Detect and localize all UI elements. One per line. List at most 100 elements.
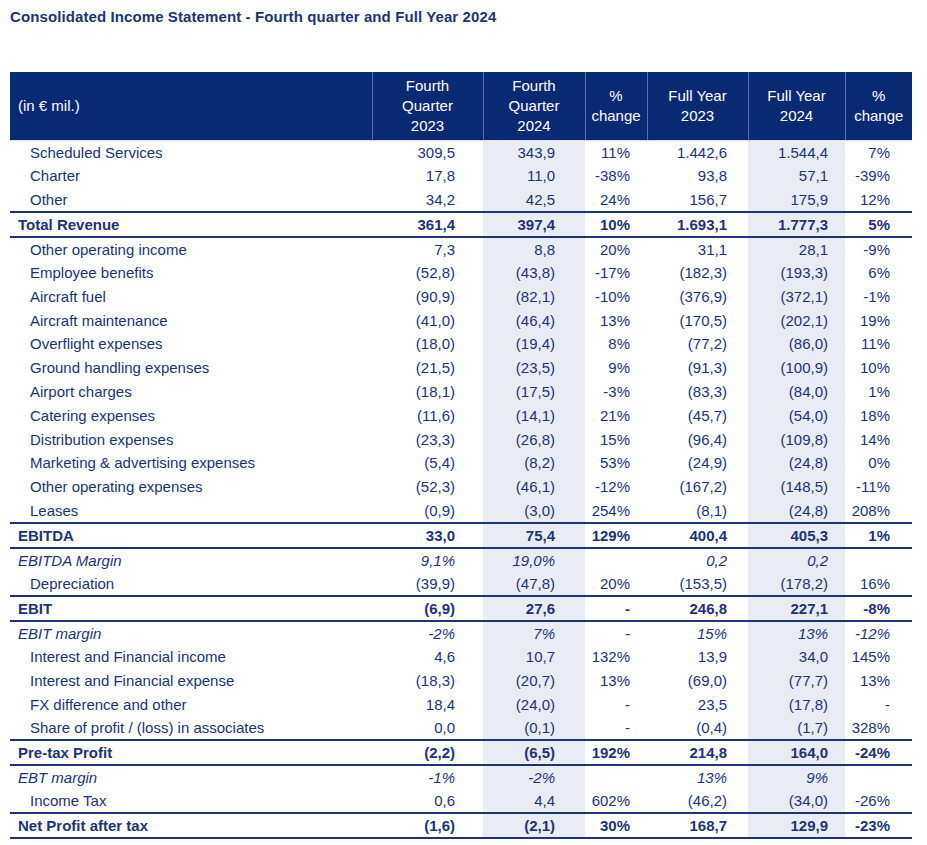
cell-value: 8,8 (483, 237, 585, 261)
table-row: EBT margin-1%-2%13%9% (10, 765, 912, 789)
table-row: Overflight expenses(18,0)(19,4)8%(77,2)(… (10, 332, 912, 356)
cell-value: (84,0) (748, 380, 845, 404)
cell-value: (8,2) (483, 451, 585, 475)
cell-value: (1,7) (748, 716, 845, 740)
cell-value: - (585, 716, 647, 740)
unit-label: (in € mil.) (10, 72, 372, 140)
page-title: Consolidated Income Statement - Fourth q… (10, 8, 496, 25)
cell-value: - (585, 596, 647, 621)
cell-value: 13% (585, 308, 647, 332)
cell-value: (52,3) (372, 475, 483, 499)
cell-value: 7,3 (372, 237, 483, 261)
cell-value: (23,3) (372, 427, 483, 451)
cell-value (845, 765, 912, 789)
cell-value: (46,2) (647, 789, 748, 813)
table-row: EBITDA Margin9,1%19,0%0,20,2 (10, 548, 912, 572)
row-label: Share of profit / (loss) in associates (10, 716, 372, 740)
row-label: Other (10, 188, 372, 212)
cell-value: 10% (585, 212, 647, 237)
cell-value: (202,1) (748, 308, 845, 332)
row-label: EBT margin (10, 765, 372, 789)
cell-value: -12% (585, 475, 647, 499)
cell-value: (0,9) (372, 499, 483, 523)
table-row: Aircraft fuel(90,9)(82,1)-10%(376,9)(372… (10, 284, 912, 308)
cell-value: - (845, 692, 912, 716)
table-row: Catering expenses(11,6)(14,1)21%(45,7)(5… (10, 403, 912, 427)
table-row: Other34,242,524%156,7175,912% (10, 188, 912, 212)
cell-value: 93,8 (647, 164, 748, 188)
cell-value: 328% (845, 716, 912, 740)
row-label: Scheduled Services (10, 140, 372, 164)
cell-value: 18% (845, 403, 912, 427)
cell-value: (3,0) (483, 499, 585, 523)
cell-value: (24,8) (748, 499, 845, 523)
table-row: Pre-tax Profit(2,2)(6,5)192%214,8164,0-2… (10, 740, 912, 765)
cell-value: 13% (748, 621, 845, 645)
cell-value: 6% (845, 261, 912, 285)
cell-value: (82,1) (483, 284, 585, 308)
cell-value: (376,9) (647, 284, 748, 308)
cell-value: (23,5) (483, 356, 585, 380)
cell-value: (77,7) (748, 668, 845, 692)
cell-value: 0,0 (372, 716, 483, 740)
cell-value: 13% (647, 765, 748, 789)
table-body: Scheduled Services309,5343,911%1.442,61.… (10, 140, 912, 838)
cell-value: (39,9) (372, 572, 483, 596)
cell-value: (109,8) (748, 427, 845, 451)
cell-value: 7% (845, 140, 912, 164)
cell-value: 13,9 (647, 645, 748, 669)
cell-value: 343,9 (483, 140, 585, 164)
cell-value: (182,3) (647, 261, 748, 285)
cell-value: -10% (585, 284, 647, 308)
cell-value: 1.442,6 (647, 140, 748, 164)
table-row: Net Profit after tax(1,6)(2,1)30%168,712… (10, 813, 912, 838)
cell-value: (170,5) (647, 308, 748, 332)
cell-value: 175,9 (748, 188, 845, 212)
table-row: Charter17,811,0-38%93,857,1-39% (10, 164, 912, 188)
cell-value: 24% (585, 188, 647, 212)
cell-value: 31,1 (647, 237, 748, 261)
cell-value: 18,4 (372, 692, 483, 716)
cell-value: (19,4) (483, 332, 585, 356)
cell-value: 16% (845, 572, 912, 596)
cell-value: 11% (845, 332, 912, 356)
cell-value: (24,0) (483, 692, 585, 716)
row-label: EBITDA (10, 523, 372, 548)
cell-value: - (585, 692, 647, 716)
cell-value: 23,5 (647, 692, 748, 716)
cell-value: 13% (845, 668, 912, 692)
cell-value: 20% (585, 237, 647, 261)
cell-value: 13% (585, 668, 647, 692)
cell-value: (178,2) (748, 572, 845, 596)
row-label: Aircraft fuel (10, 284, 372, 308)
row-label: Charter (10, 164, 372, 188)
cell-value: 9% (748, 765, 845, 789)
cell-value: (6,5) (483, 740, 585, 765)
cell-value: 12% (845, 188, 912, 212)
cell-value: 0,2 (647, 548, 748, 572)
cell-value: (18,3) (372, 668, 483, 692)
cell-value: -12% (845, 621, 912, 645)
cell-value: 53% (585, 451, 647, 475)
cell-value (845, 548, 912, 572)
cell-value: 1.693,1 (647, 212, 748, 237)
cell-value: 19% (845, 308, 912, 332)
cell-value: 1.544,4 (748, 140, 845, 164)
cell-value: (77,2) (647, 332, 748, 356)
table-row: Scheduled Services309,5343,911%1.442,61.… (10, 140, 912, 164)
table-row: Other operating income7,38,820%31,128,1-… (10, 237, 912, 261)
cell-value: (26,8) (483, 427, 585, 451)
cell-value: -39% (845, 164, 912, 188)
cell-value: - (585, 621, 647, 645)
table-row: EBITDA33,075,4129%400,4405,31% (10, 523, 912, 548)
cell-value: (1,6) (372, 813, 483, 838)
cell-value: (18,0) (372, 332, 483, 356)
cell-value: 27,6 (483, 596, 585, 621)
row-label: EBIT (10, 596, 372, 621)
cell-value: (372,1) (748, 284, 845, 308)
cell-value: 132% (585, 645, 647, 669)
cell-value: 168,7 (647, 813, 748, 838)
cell-value: 1% (845, 380, 912, 404)
cell-value: (153,5) (647, 572, 748, 596)
row-label: Marketing & advertising expenses (10, 451, 372, 475)
